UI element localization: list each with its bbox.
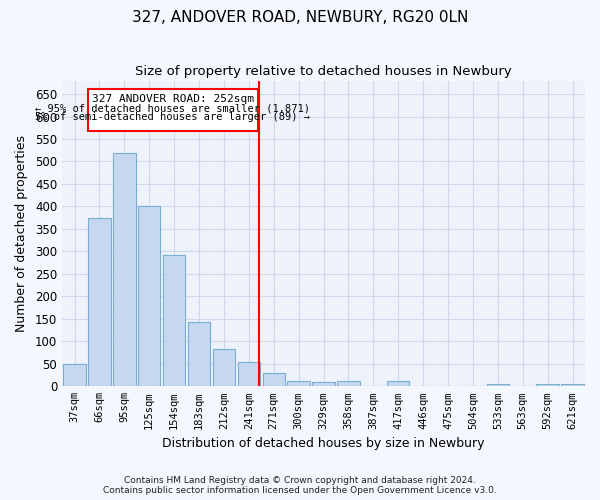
Bar [138,206,160,386]
Bar [188,322,210,386]
Bar [163,256,185,386]
X-axis label: Distribution of detached houses by size in Newbury: Distribution of detached houses by size … [162,437,485,450]
Title: Size of property relative to detached houses in Newbury: Size of property relative to detached ho… [135,65,512,78]
Text: ← 95% of detached houses are smaller (1,871): ← 95% of detached houses are smaller (1,… [35,103,310,113]
Bar [287,382,310,386]
Bar [536,384,559,386]
FancyBboxPatch shape [88,88,257,131]
Bar [88,218,110,386]
Bar [64,364,86,386]
Bar [487,384,509,386]
Text: Contains HM Land Registry data © Crown copyright and database right 2024.
Contai: Contains HM Land Registry data © Crown c… [103,476,497,495]
Bar [337,382,359,386]
Text: 327 ANDOVER ROAD: 252sqm: 327 ANDOVER ROAD: 252sqm [92,94,254,104]
Bar [113,153,136,386]
Bar [387,381,409,386]
Bar [213,350,235,387]
Bar [263,373,285,386]
Bar [313,382,335,386]
Bar [238,362,260,386]
Text: 327, ANDOVER ROAD, NEWBURY, RG20 0LN: 327, ANDOVER ROAD, NEWBURY, RG20 0LN [132,10,468,25]
Bar [562,384,584,386]
Text: 5% of semi-detached houses are larger (89) →: 5% of semi-detached houses are larger (8… [35,112,310,122]
Y-axis label: Number of detached properties: Number of detached properties [15,135,28,332]
